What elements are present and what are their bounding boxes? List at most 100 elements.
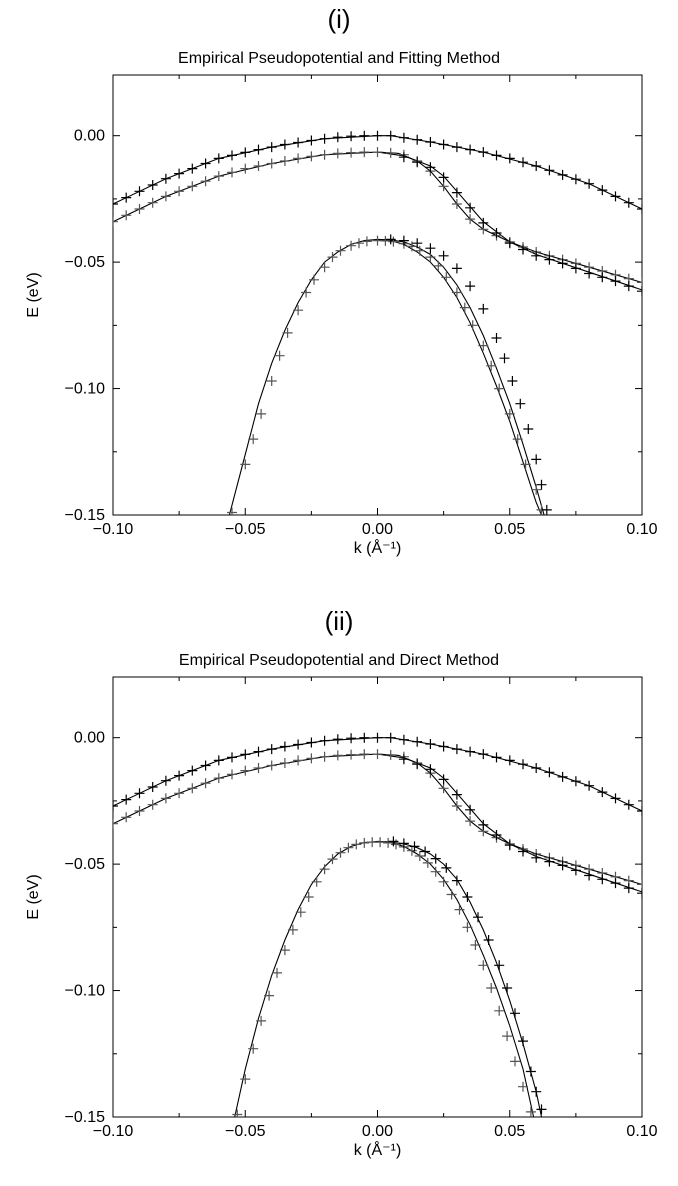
data-point-marker	[412, 736, 423, 747]
data-point-marker	[147, 799, 158, 810]
x-axis-label: k (Å⁻¹)	[354, 1140, 402, 1159]
data-point-marker	[398, 734, 409, 745]
data-point-marker	[293, 739, 304, 750]
y-tick-label: 0.00	[74, 128, 105, 145]
band-curve	[113, 737, 642, 812]
data-point-marker	[504, 755, 515, 766]
data-point-marker	[160, 775, 171, 786]
data-point-marker	[279, 156, 290, 166]
data-point-marker	[398, 754, 409, 765]
data-point-marker	[597, 272, 608, 283]
chart-panel-direct: (ii) Empirical Pseudopotential and Direc…	[0, 602, 678, 1186]
data-point-marker	[438, 172, 449, 183]
data-point-marker	[327, 252, 338, 263]
data-point-marker	[465, 144, 476, 155]
data-point-marker	[121, 210, 132, 221]
data-point-marker	[523, 424, 534, 434]
x-tick-label: 0.10	[626, 521, 657, 538]
data-point-marker	[491, 830, 502, 840]
x-tick-label: 0.05	[494, 521, 525, 538]
data-point-marker	[147, 782, 158, 792]
data-point-marker	[327, 854, 338, 865]
data-point-marker	[584, 178, 595, 189]
data-point-marker	[494, 1005, 505, 1016]
data-point-marker	[504, 238, 515, 249]
data-point-marker	[293, 153, 304, 164]
data-point-marker	[372, 749, 383, 760]
data-point-marker	[406, 241, 417, 252]
data-point-marker	[478, 340, 489, 351]
data-point-marker	[597, 185, 608, 196]
data-point-marker	[465, 746, 476, 757]
data-point-marker	[510, 1008, 520, 1019]
data-point-marker	[425, 764, 436, 775]
data-point-marker	[306, 135, 317, 146]
data-point-marker	[385, 147, 396, 158]
data-point-marker	[507, 376, 518, 386]
y-tick-label: −0.05	[65, 856, 106, 873]
data-point-marker	[536, 1104, 547, 1115]
data-point-marker	[544, 767, 555, 778]
data-point-marker	[541, 504, 552, 515]
data-point-marker	[240, 459, 251, 470]
data-point-marker	[174, 770, 185, 781]
data-point-marker	[536, 479, 547, 490]
chart-svg: −0.10 −0.05 0.00 0.05 0.100.00−0.05−0.10−0.1…	[25, 74, 658, 557]
data-point-marker	[279, 945, 290, 956]
data-point-marker	[478, 217, 489, 228]
data-point-marker	[187, 765, 198, 776]
data-point-marker	[240, 163, 251, 174]
data-point-marker	[525, 1066, 536, 1077]
data-point-marker	[232, 1109, 243, 1117]
data-point-marker	[266, 142, 277, 153]
data-point-marker	[531, 454, 542, 465]
data-point-marker	[303, 892, 314, 902]
y-tick-label: −0.10	[65, 381, 106, 398]
chart-panel-fitting: (i) Empirical Pseudopotential and Fittin…	[0, 0, 678, 584]
data-point-marker	[398, 152, 409, 163]
data-point-marker	[266, 744, 277, 755]
data-point-marker	[174, 788, 185, 799]
data-point-marker	[385, 732, 396, 743]
data-point-marker	[570, 865, 581, 876]
data-point-marker	[597, 874, 608, 885]
data-point-marker	[335, 245, 346, 256]
data-point-marker	[467, 320, 478, 331]
data-point-marker	[113, 818, 118, 829]
data-point-marker	[332, 148, 343, 159]
data-point-marker	[504, 153, 515, 164]
data-point-marker	[306, 753, 317, 764]
series-group	[113, 130, 642, 515]
data-point-marker	[306, 151, 317, 162]
data-point-marker	[438, 139, 449, 150]
data-point-marker	[470, 940, 481, 950]
data-point-marker	[213, 755, 224, 766]
data-point-marker	[213, 773, 224, 784]
data-point-marker	[637, 286, 642, 297]
data-point-marker	[637, 806, 642, 816]
data-point-marker	[438, 741, 449, 752]
y-tick-label: −0.05	[65, 254, 106, 271]
data-point-marker	[240, 147, 251, 158]
x-tick-label: 0.00	[362, 1123, 393, 1140]
x-tick-label: −0.10	[93, 521, 134, 538]
data-point-marker	[200, 176, 211, 187]
data-point-marker	[420, 846, 431, 857]
data-point-marker	[531, 763, 542, 773]
data-point-marker	[451, 875, 462, 886]
data-point-marker	[584, 870, 595, 881]
data-point-marker	[412, 157, 423, 168]
data-point-marker	[113, 199, 118, 209]
data-point-marker	[266, 158, 277, 169]
data-point-marker	[309, 274, 319, 285]
data-point-marker	[623, 197, 634, 208]
data-point-marker	[544, 254, 555, 265]
y-tick-label: −0.10	[65, 983, 106, 1000]
data-point-marker	[414, 245, 425, 256]
data-point-marker	[446, 889, 457, 900]
x-tick-label: −0.05	[225, 521, 266, 538]
data-point-marker	[319, 133, 330, 144]
data-point-marker	[160, 173, 171, 184]
data-point-marker	[441, 272, 452, 283]
data-point-marker	[433, 260, 444, 271]
